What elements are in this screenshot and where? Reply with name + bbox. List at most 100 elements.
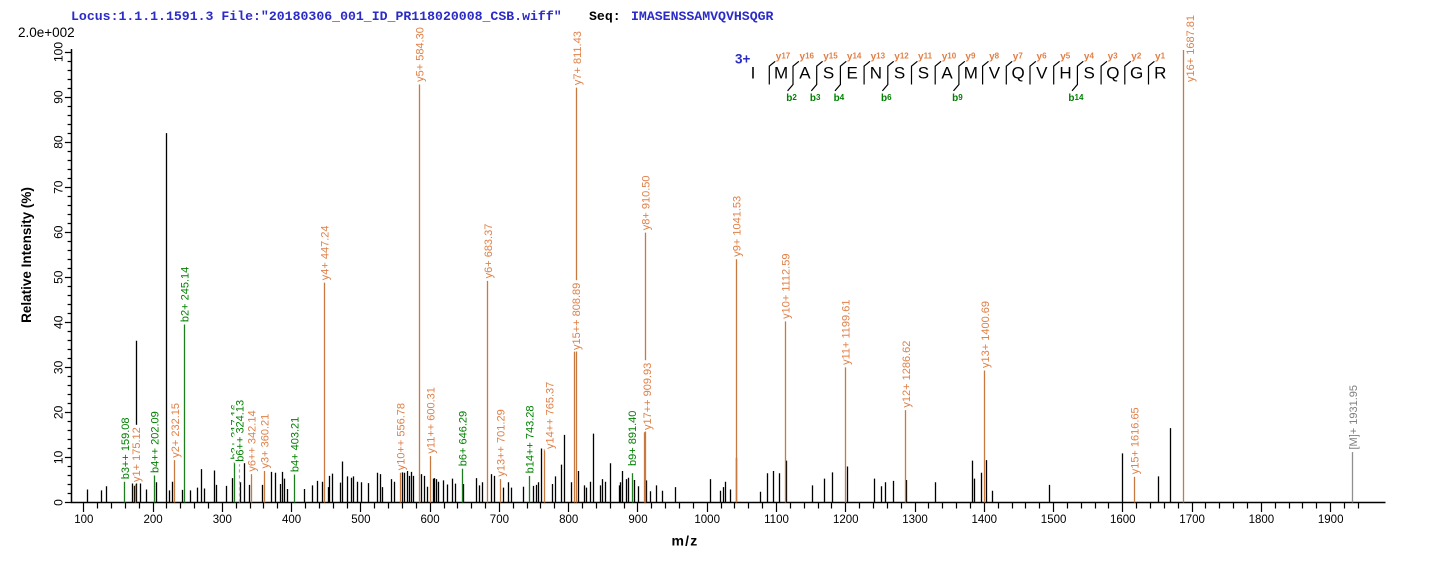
svg-text:E: E [847, 64, 858, 83]
svg-text:1700: 1700 [1179, 514, 1205, 526]
svg-text:y16+ 1687.81: y16+ 1687.81 [1185, 15, 1197, 82]
svg-text:A: A [941, 64, 953, 83]
svg-text:1100: 1100 [764, 514, 789, 526]
svg-text:60: 60 [52, 225, 66, 239]
svg-text:S: S [918, 64, 929, 83]
svg-text:y6+ 683.37: y6+ 683.37 [483, 224, 495, 279]
svg-text:10: 10 [52, 450, 66, 464]
svg-text:y3+ 360.21: y3+ 360.21 [260, 414, 272, 469]
svg-text:Seq:: Seq: [589, 9, 621, 24]
svg-text:[M]+ 1931.95: [M]+ 1931.95 [1348, 385, 1360, 450]
svg-text:y15+ 1616.65: y15+ 1616.65 [1130, 407, 1142, 474]
svg-text:80: 80 [52, 135, 66, 149]
svg-text:y13++ 701.29: y13++ 701.29 [496, 409, 508, 476]
svg-text:y12+ 1286.62: y12+ 1286.62 [901, 341, 913, 408]
svg-text:b9+ 891.40: b9+ 891.40 [627, 411, 639, 466]
svg-text:y2: y2 [1131, 52, 1142, 63]
svg-text:300: 300 [213, 514, 232, 526]
svg-text:A: A [799, 64, 811, 83]
svg-text:m/z: m/z [672, 533, 699, 549]
svg-text:b3++ 159.08: b3++ 159.08 [120, 418, 132, 480]
svg-text:IMASENSSAMVQVHSQGR: IMASENSSAMVQVHSQGR [631, 9, 774, 24]
svg-text:b2+ 245.14: b2+ 245.14 [180, 267, 192, 322]
svg-text:700: 700 [490, 514, 509, 526]
svg-text:y12: y12 [894, 52, 909, 63]
svg-text:b4+ 403.21: b4+ 403.21 [289, 417, 301, 472]
svg-text:S: S [894, 64, 905, 83]
svg-text:y14++ 765.37: y14++ 765.37 [545, 382, 557, 449]
svg-text:y7+ 811.43: y7+ 811.43 [572, 31, 584, 85]
svg-text:20: 20 [52, 405, 66, 419]
svg-text:b3: b3 [810, 93, 821, 104]
svg-text:y8: y8 [989, 52, 1000, 63]
svg-text:1800: 1800 [1249, 514, 1275, 526]
svg-text:1400: 1400 [972, 514, 998, 526]
svg-text:b2: b2 [786, 93, 797, 104]
svg-text:y7: y7 [1013, 52, 1024, 63]
svg-text:200: 200 [144, 514, 163, 526]
svg-text:b4: b4 [834, 93, 845, 104]
svg-text:y6++ 342.14: y6++ 342.14 [247, 410, 259, 471]
svg-text:b6: b6 [881, 93, 892, 104]
svg-text:S: S [823, 64, 834, 83]
svg-text:400: 400 [282, 514, 301, 526]
svg-text:1500: 1500 [1041, 514, 1067, 526]
svg-text:y16: y16 [800, 52, 815, 63]
svg-text:800: 800 [559, 514, 578, 526]
svg-text:y15: y15 [823, 52, 838, 63]
svg-text:70: 70 [52, 180, 66, 194]
svg-text:Q: Q [1011, 64, 1024, 83]
svg-text:1600: 1600 [1110, 514, 1136, 526]
svg-text:y2+ 232.15: y2+ 232.15 [170, 403, 182, 458]
svg-text:M: M [964, 64, 978, 83]
svg-text:900: 900 [628, 514, 647, 526]
svg-text:y13: y13 [871, 52, 886, 63]
svg-text:600: 600 [421, 514, 440, 526]
svg-text:y9: y9 [965, 52, 976, 63]
svg-text:y6: y6 [1037, 52, 1048, 63]
svg-text:y11+ 1199.61: y11+ 1199.61 [841, 300, 853, 365]
svg-text:y9+ 1041.53: y9+ 1041.53 [731, 196, 743, 257]
svg-text:100: 100 [52, 42, 66, 62]
svg-text:y14: y14 [847, 52, 862, 63]
svg-text:M: M [774, 64, 788, 83]
svg-text:90: 90 [52, 90, 66, 104]
svg-text:40: 40 [52, 315, 66, 329]
svg-text:Q: Q [1106, 64, 1119, 83]
svg-text:2.0e+002: 2.0e+002 [18, 25, 75, 40]
svg-text:y3: y3 [1108, 52, 1119, 63]
svg-text:y8+ 910.50: y8+ 910.50 [641, 175, 653, 230]
svg-text:y5+ 584.30: y5+ 584.30 [415, 27, 427, 82]
svg-text:b4++ 202.09: b4++ 202.09 [150, 411, 162, 473]
svg-text:b6+ 646.29: b6+ 646.29 [457, 411, 469, 466]
svg-text:Locus:1.1.1.1591.3 File:"20180: Locus:1.1.1.1591.3 File:"20180306_001_ID… [71, 9, 562, 24]
svg-text:1300: 1300 [902, 514, 928, 526]
svg-text:3+: 3+ [735, 52, 751, 67]
svg-text:y11++ 600.31: y11++ 600.31 [426, 387, 438, 453]
svg-text:y10+ 1112.59: y10+ 1112.59 [781, 254, 793, 319]
svg-text:1000: 1000 [694, 514, 720, 526]
svg-text:y1: y1 [1155, 52, 1166, 63]
svg-text:1900: 1900 [1318, 514, 1344, 526]
svg-text:G: G [1130, 64, 1143, 83]
svg-text:R: R [1154, 64, 1166, 83]
svg-text:50: 50 [52, 270, 66, 284]
svg-text:y4+ 447.24: y4+ 447.24 [320, 225, 332, 280]
svg-text:b6++ 324.13: b6++ 324.13 [234, 400, 246, 462]
svg-text:y17: y17 [776, 52, 791, 63]
svg-text:y15++ 808.89: y15++ 808.89 [571, 283, 583, 350]
svg-text:y1+ 175.12: y1+ 175.12 [131, 427, 143, 482]
svg-text:b14++ 743.28: b14++ 743.28 [525, 405, 537, 473]
svg-text:100: 100 [74, 514, 93, 526]
svg-text:y11: y11 [918, 52, 933, 63]
svg-text:y13+ 1400.69: y13+ 1400.69 [980, 301, 992, 368]
svg-text:y5: y5 [1060, 52, 1071, 63]
svg-text:y10: y10 [942, 52, 957, 63]
svg-text:H: H [1059, 64, 1071, 83]
svg-text:y10++ 556.78: y10++ 556.78 [395, 403, 407, 470]
svg-text:V: V [989, 64, 1001, 83]
svg-text:y17++ 909.93: y17++ 909.93 [642, 363, 654, 430]
svg-text:y4: y4 [1084, 52, 1095, 63]
svg-text:I: I [751, 64, 756, 83]
svg-text:Relative Intensity (%): Relative Intensity (%) [19, 187, 34, 323]
